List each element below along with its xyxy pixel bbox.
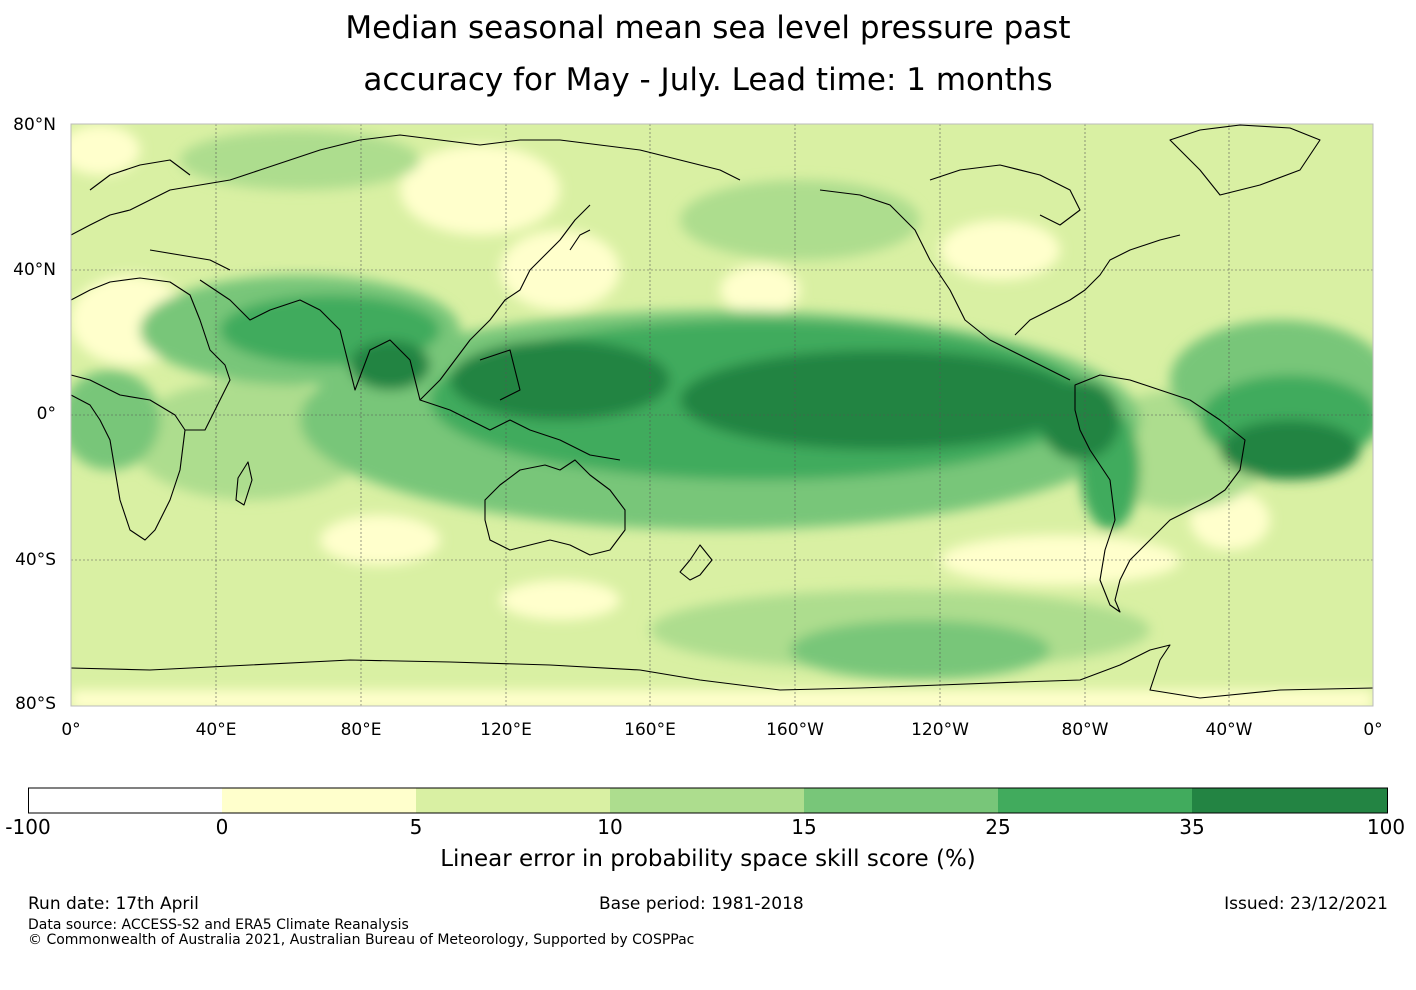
lon-label-160e: 160°E xyxy=(624,720,676,740)
coast-south-america xyxy=(1074,374,1246,613)
colorbar-tick-4: 15 xyxy=(791,815,817,839)
colorbar xyxy=(28,787,1388,814)
coast-antarctica xyxy=(70,644,1374,699)
field-dg-epac xyxy=(680,350,1080,450)
field-pale-npac xyxy=(720,265,800,315)
copyright: © Commonwealth of Australia 2021, Austra… xyxy=(28,932,695,948)
colorbar-segment-5 xyxy=(998,788,1192,813)
lat-label-0: 0° xyxy=(36,404,56,424)
colorbar-segment-4 xyxy=(804,788,998,813)
lon-label-160w: 160°W xyxy=(766,720,824,740)
field-lg-arctic xyxy=(180,130,420,190)
data-source: Data source: ACCESS-S2 and ERA5 Climate … xyxy=(28,917,409,933)
field-pale-saus xyxy=(500,580,620,620)
colorbar-tick-2: 5 xyxy=(409,815,423,839)
lat-label-40n: 40°N xyxy=(13,260,56,280)
colorbar-tick-1: 0 xyxy=(215,815,229,839)
field-dg-wpac xyxy=(450,340,670,420)
colorbar-segment-6 xyxy=(1192,788,1388,813)
title-line-1: Median seasonal mean sea level pressure … xyxy=(345,10,1071,46)
run-date: Run date: 17th April xyxy=(28,894,199,914)
coast-madagascar xyxy=(235,461,253,506)
lon-label-120e: 120°E xyxy=(480,720,532,740)
lat-label-40s: 40°S xyxy=(15,550,56,570)
field-dg-peru xyxy=(1040,380,1120,460)
coast-nz xyxy=(679,544,713,581)
coast-north-america xyxy=(819,164,1181,381)
colorbar-label: Linear error in probability space skill … xyxy=(440,846,976,872)
field-pale-atl xyxy=(71,125,140,175)
map-frame xyxy=(70,123,1374,707)
field-lg-npac xyxy=(680,180,920,260)
field-mg-so2 xyxy=(790,620,1050,680)
field-pale-antarctica xyxy=(71,690,1373,706)
coast-africa xyxy=(70,277,231,541)
title-line-2: accuracy for May - July. Lead time: 1 mo… xyxy=(363,62,1053,98)
coast-indonesia xyxy=(419,349,621,461)
colorbar-tick-5: 25 xyxy=(985,815,1011,839)
field-pale-siberia xyxy=(400,145,560,235)
colorbar-tick-6: 35 xyxy=(1179,815,1205,839)
colorbar-border xyxy=(28,787,1388,814)
coast-greenland xyxy=(1169,124,1321,196)
colorbar-segment-2 xyxy=(416,788,610,813)
lon-label-0-right: 0° xyxy=(1363,720,1383,740)
lon-label-40e: 40°E xyxy=(195,720,237,740)
coastlines xyxy=(70,124,1374,699)
issued-date: Issued: 23/12/2021 xyxy=(1224,894,1388,914)
lon-label-0-left: 0° xyxy=(61,720,81,740)
colorbar-tick-0: -100 xyxy=(5,815,51,839)
lat-label-80n: 80°N xyxy=(13,115,56,135)
lat-label-80s: 80°S xyxy=(15,694,56,714)
colorbar-segment-1 xyxy=(222,788,416,813)
gridlines xyxy=(71,124,1373,706)
base-period: Base period: 1981-2018 xyxy=(599,894,804,914)
colorbar-segment-0 xyxy=(28,788,222,813)
map-title: Median seasonal mean sea level pressure … xyxy=(0,2,1416,106)
coast-europe xyxy=(70,134,741,271)
field-pale-nam xyxy=(940,220,1060,280)
lon-label-40w: 40°W xyxy=(1205,720,1253,740)
colorbar-tick-7: 100 xyxy=(1366,815,1406,839)
lon-label-80e: 80°E xyxy=(340,720,382,740)
lon-label-120w: 120°W xyxy=(911,720,969,740)
field-dg-satl xyxy=(1220,420,1360,480)
skill-field xyxy=(71,124,1373,706)
skill-score-map xyxy=(70,123,1374,707)
field-pale-sind xyxy=(320,515,440,565)
colorbar-tick-3: 10 xyxy=(597,815,623,839)
lon-label-80w: 80°W xyxy=(1061,720,1109,740)
colorbar-segment-3 xyxy=(610,788,804,813)
coast-australia xyxy=(484,459,626,556)
field-mg-wafrica xyxy=(71,370,160,470)
field-dg-bengal xyxy=(350,340,430,390)
